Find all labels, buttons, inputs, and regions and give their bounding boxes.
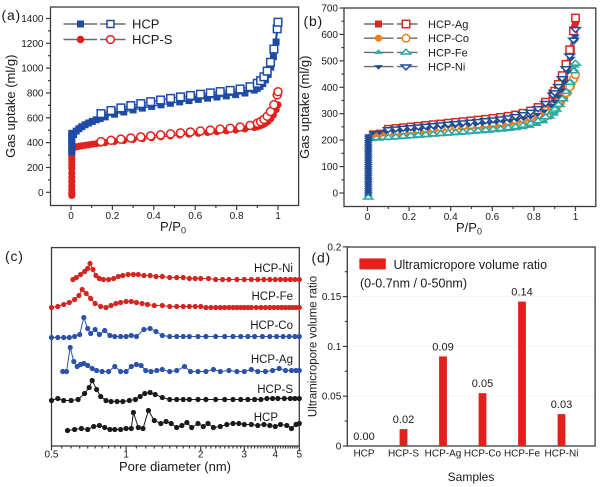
svg-text:500: 500 (321, 56, 338, 67)
svg-text:5: 5 (297, 450, 303, 461)
svg-text:200: 200 (27, 163, 44, 174)
svg-text:700: 700 (321, 4, 338, 15)
svg-text:0.2: 0.2 (402, 212, 416, 223)
svg-text:(0-0.7nm / 0-50nm): (0-0.7nm / 0-50nm) (360, 277, 467, 291)
svg-text:1000: 1000 (21, 64, 44, 75)
svg-text:(c): (c) (5, 248, 24, 264)
svg-text:0.14: 0.14 (511, 287, 532, 299)
svg-text:Samples: Samples (448, 470, 495, 484)
svg-text:(b): (b) (304, 13, 324, 29)
svg-text:0.2: 0.2 (105, 211, 119, 222)
svg-text:HCP-S: HCP-S (257, 384, 293, 396)
svg-text:0: 0 (365, 212, 371, 223)
svg-text:0.03: 0.03 (551, 399, 572, 411)
svg-text:(d): (d) (312, 250, 332, 266)
svg-text:HCP-Ni: HCP-Ni (428, 62, 465, 74)
svg-text:HCP-Co: HCP-Co (250, 320, 293, 332)
svg-text:600: 600 (321, 30, 338, 41)
svg-text:1: 1 (573, 212, 579, 223)
svg-text:0.4: 0.4 (444, 212, 458, 223)
svg-text:0: 0 (68, 211, 74, 222)
svg-text:HCP-S: HCP-S (132, 32, 173, 47)
svg-text:HCP-Ag: HCP-Ag (251, 354, 293, 366)
svg-text:(a): (a) (2, 7, 22, 23)
svg-text:0.1: 0.1 (327, 342, 341, 353)
svg-text:400: 400 (321, 83, 338, 94)
svg-text:1200: 1200 (21, 39, 44, 50)
svg-text:300: 300 (321, 109, 338, 120)
svg-text:0.6: 0.6 (188, 211, 202, 222)
svg-text:0.4: 0.4 (147, 211, 161, 222)
svg-text:HCP: HCP (254, 412, 279, 424)
svg-text:HCP-Fe: HCP-Fe (251, 291, 293, 303)
svg-text:HCP-Fe: HCP-Fe (504, 449, 541, 460)
svg-text:0.05: 0.05 (322, 392, 342, 403)
svg-text:0.02: 0.02 (393, 414, 414, 426)
svg-text:HCP-Ni: HCP-Ni (254, 263, 293, 275)
svg-text:0.6: 0.6 (485, 212, 499, 223)
svg-text:Pore diameter (nm): Pore diameter (nm) (119, 459, 231, 474)
svg-text:0.5: 0.5 (45, 450, 59, 461)
svg-text:0.2: 0.2 (327, 242, 341, 253)
svg-text:1400: 1400 (21, 14, 44, 25)
svg-text:Gas uptake (ml/g): Gas uptake (ml/g) (297, 56, 312, 159)
svg-text:HCP-Ag: HCP-Ag (428, 19, 468, 31)
svg-text:1: 1 (275, 211, 281, 222)
svg-text:P/P0: P/P0 (160, 219, 186, 236)
svg-text:0: 0 (332, 189, 338, 200)
svg-text:0.05: 0.05 (472, 378, 493, 390)
svg-text:HCP: HCP (132, 17, 159, 32)
svg-text:Ultramicropore volume ratio: Ultramicropore volume ratio (394, 258, 548, 272)
svg-text:HCP-Fe: HCP-Fe (428, 47, 468, 59)
svg-text:0.8: 0.8 (527, 212, 541, 223)
svg-text:0: 0 (336, 442, 342, 453)
svg-text:100: 100 (321, 162, 338, 173)
svg-text:HCP-S: HCP-S (388, 449, 419, 460)
svg-text:HCP-Co: HCP-Co (428, 33, 469, 45)
svg-text:0.09: 0.09 (432, 341, 453, 353)
svg-text:800: 800 (27, 89, 44, 100)
svg-text:HCP: HCP (353, 449, 374, 460)
svg-text:2: 2 (198, 450, 204, 461)
svg-text:Gas uptake (ml/g): Gas uptake (ml/g) (3, 55, 18, 158)
svg-text:3: 3 (242, 450, 248, 461)
svg-text:Ultramicropore volume ratio: Ultramicropore volume ratio (308, 276, 320, 417)
svg-text:P/P0: P/P0 (456, 220, 482, 237)
svg-text:0: 0 (38, 188, 44, 199)
svg-text:0.15: 0.15 (322, 292, 342, 303)
svg-text:1: 1 (123, 450, 129, 461)
svg-text:200: 200 (321, 136, 338, 147)
svg-text:600: 600 (27, 113, 44, 124)
svg-text:0.8: 0.8 (230, 211, 244, 222)
svg-text:HCP-Ni: HCP-Ni (545, 449, 579, 460)
svg-text:HCP-Co: HCP-Co (464, 449, 502, 460)
svg-text:400: 400 (27, 138, 44, 149)
svg-text:4: 4 (273, 450, 279, 461)
svg-text:HCP-Ag: HCP-Ag (425, 449, 462, 460)
svg-text:0.00: 0.00 (353, 431, 374, 443)
